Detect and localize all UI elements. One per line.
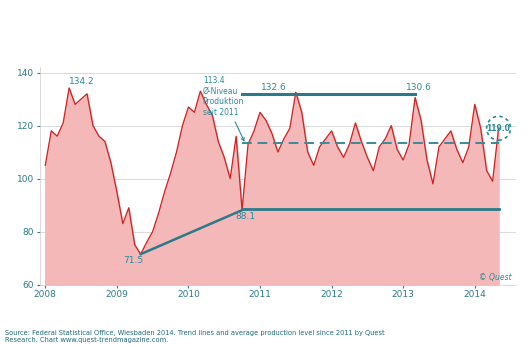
Text: 134.2: 134.2 — [69, 77, 95, 86]
Text: 119.0: 119.0 — [486, 124, 511, 133]
Text: Production index of German machinery industry 2008 - 2014 November (2010 = 100): Production index of German machinery ind… — [6, 38, 408, 47]
Text: 130.6: 130.6 — [406, 83, 432, 92]
Text: 132.6: 132.6 — [261, 83, 287, 92]
Text: Source: Federal Statistical Office, Wiesbaden 2014. Trend lines and average prod: Source: Federal Statistical Office, Wies… — [5, 330, 385, 343]
Text: 71.5: 71.5 — [123, 256, 143, 265]
Text: 88.1: 88.1 — [236, 213, 256, 221]
Text: Machinery industry's production Nov. 2014: Sideways range being in force: Machinery industry's production Nov. 201… — [6, 15, 463, 25]
Text: 113.4
Ø-Niveau
Produktion
seit 2011: 113.4 Ø-Niveau Produktion seit 2011 — [203, 76, 244, 141]
Text: © Quest: © Quest — [479, 274, 512, 283]
